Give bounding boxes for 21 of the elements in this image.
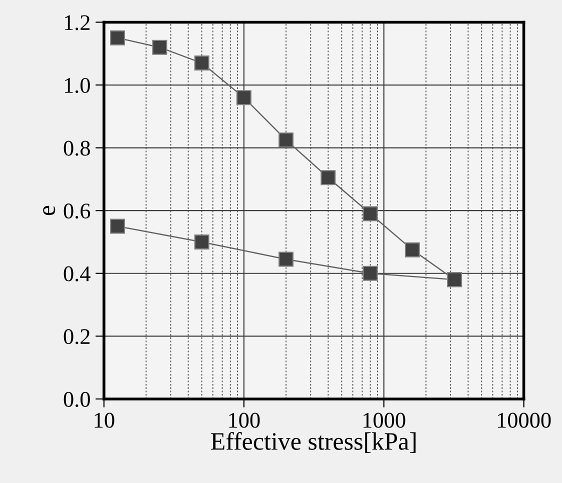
x-tick-label: 10000	[498, 412, 551, 428]
point	[152, 40, 168, 55]
y-tick-label: 0.6	[64, 204, 90, 219]
y-tick-label: 0.2	[64, 329, 90, 344]
x-tick-label: 100	[229, 412, 260, 428]
point	[110, 30, 126, 46]
y-tick-label: 1.0	[64, 78, 90, 94]
x-tick-label: 10	[94, 412, 114, 428]
y-axis-title: e	[43, 206, 56, 216]
point	[404, 242, 420, 258]
y-tick-label: 0.4	[64, 266, 90, 282]
point	[278, 132, 294, 148]
y-tick-label: 1.2	[64, 15, 90, 30]
point	[320, 170, 336, 186]
point	[194, 56, 210, 71]
point	[362, 206, 378, 222]
x-tick-label: 1000	[364, 412, 406, 428]
y-tick-label: 0.0	[64, 392, 90, 407]
x-axis-title: Effective stress[kPa]	[211, 432, 416, 453]
y-tick-label: 0.8	[64, 140, 90, 156]
point	[236, 90, 252, 106]
